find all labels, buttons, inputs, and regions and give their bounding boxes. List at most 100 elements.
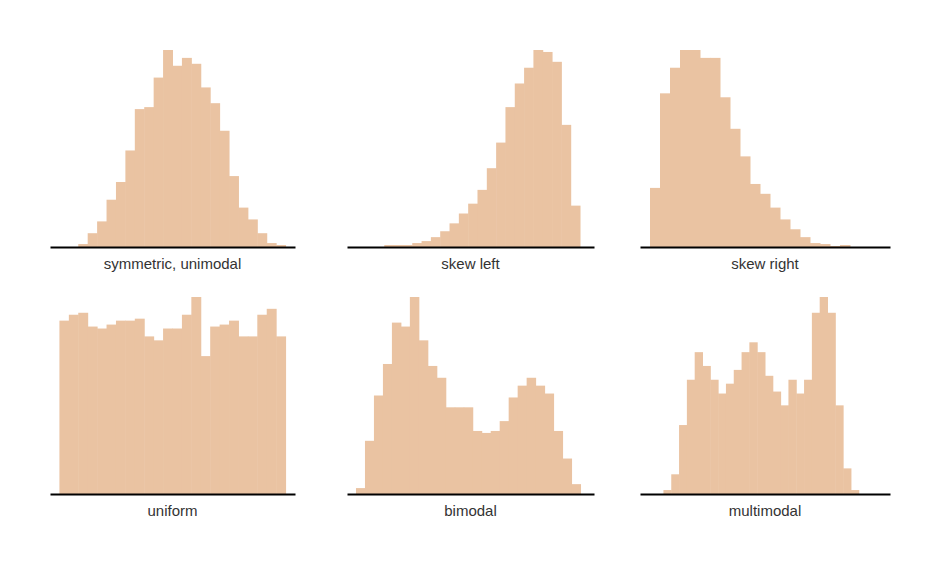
panel-label: bimodal: [444, 502, 497, 519]
bar: [431, 237, 441, 247]
bar: [505, 107, 515, 247]
bar: [220, 131, 230, 247]
histogram-panel: skew left: [348, 50, 595, 272]
bar: [663, 490, 671, 494]
bar: [135, 319, 145, 494]
bar: [760, 194, 771, 247]
bar: [800, 237, 811, 247]
bar: [851, 490, 859, 494]
bar: [107, 200, 117, 247]
bar: [790, 229, 801, 247]
x-axis: [348, 247, 595, 248]
bar: [69, 315, 79, 494]
bar: [191, 64, 201, 247]
panel-label: uniform: [147, 502, 197, 519]
bar: [173, 329, 183, 494]
bar: [173, 66, 183, 247]
bar: [670, 68, 681, 247]
bar: [464, 407, 473, 494]
bar: [191, 297, 201, 494]
bar: [220, 325, 230, 494]
histogram-panel: multimodal: [641, 297, 891, 519]
bar: [788, 380, 796, 494]
histogram-panel: uniform: [51, 297, 296, 519]
bar: [561, 125, 571, 247]
histogram-panel: skew right: [641, 50, 891, 272]
bar: [773, 392, 781, 494]
bar: [726, 384, 734, 494]
panel-label: symmetric, unimodal: [104, 255, 242, 272]
bar: [267, 243, 277, 247]
bar: [509, 397, 518, 494]
bar: [572, 484, 581, 494]
bar: [828, 313, 836, 494]
bar: [210, 103, 220, 247]
bar: [700, 58, 711, 247]
axis-line: [641, 494, 891, 496]
bar: [680, 50, 691, 247]
bar: [671, 474, 679, 494]
bar: [536, 386, 545, 494]
bar: [543, 52, 553, 247]
bar: [401, 327, 410, 494]
bar: [730, 129, 741, 247]
bar: [796, 394, 804, 494]
bar: [267, 309, 277, 494]
bar: [477, 190, 487, 247]
bars: [384, 50, 580, 247]
bars: [650, 50, 851, 247]
bar: [116, 321, 126, 494]
bar: [428, 366, 437, 494]
bar: [410, 297, 419, 494]
bar: [757, 352, 765, 494]
bar: [201, 356, 211, 494]
bar: [446, 407, 455, 494]
bar: [718, 394, 726, 494]
bar: [571, 206, 581, 247]
bar: [116, 182, 126, 247]
bar: [690, 50, 701, 247]
bar: [695, 352, 703, 494]
bar: [554, 431, 563, 494]
bar: [810, 243, 821, 247]
bar: [257, 315, 267, 494]
x-axis: [51, 247, 296, 248]
bar: [679, 425, 687, 494]
axis-line: [348, 494, 595, 496]
x-axis: [51, 494, 296, 495]
bar: [820, 297, 828, 494]
bar: [473, 431, 482, 494]
bar: [500, 421, 509, 494]
bar: [154, 340, 164, 494]
x-axis: [348, 494, 595, 495]
bar: [383, 364, 392, 494]
bar: [687, 380, 695, 494]
bar: [527, 378, 536, 494]
bar: [356, 488, 365, 494]
bar: [518, 386, 527, 494]
bar: [59, 321, 69, 494]
bar: [482, 433, 491, 494]
bar: [563, 459, 572, 494]
bar: [97, 221, 107, 247]
bar: [419, 340, 428, 494]
bar: [515, 83, 525, 247]
bar: [524, 68, 534, 247]
bar: [422, 241, 432, 247]
bar: [660, 93, 671, 247]
bar: [780, 219, 791, 247]
bar: [182, 58, 192, 247]
bar: [248, 219, 258, 247]
bar: [107, 325, 117, 494]
axis-line: [348, 247, 595, 249]
bar: [781, 405, 789, 494]
panel-label: skew left: [441, 255, 500, 272]
x-axis: [641, 247, 891, 248]
bars: [78, 50, 286, 247]
bar: [749, 342, 757, 494]
bar: [740, 156, 751, 247]
bar: [238, 336, 248, 494]
bar: [163, 50, 173, 247]
bar: [455, 407, 464, 494]
bar: [257, 233, 267, 247]
